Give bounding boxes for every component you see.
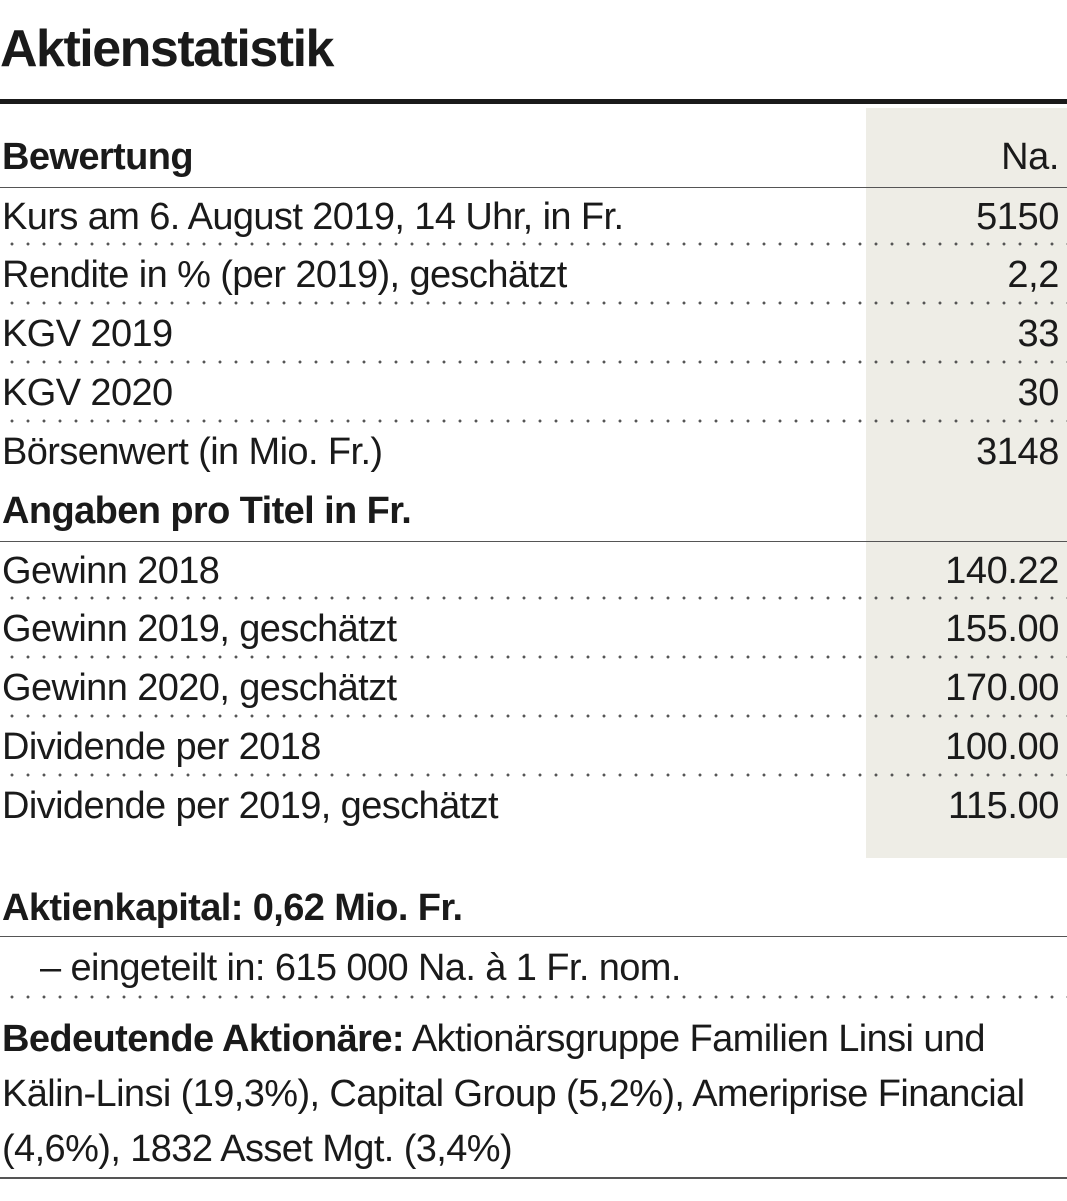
row-label: KGV 2020	[2, 372, 173, 414]
table-row: KGV 2020 30	[0, 364, 1067, 423]
row-value: 100.00	[945, 726, 1059, 768]
section-title: Bewertung	[2, 136, 194, 178]
shareholders-paragraph: Bedeutende Aktionäre: Aktionärsgruppe Fa…	[0, 1012, 1062, 1177]
row-label: Dividende per 2018	[2, 726, 321, 768]
row-label: Gewinn 2019, geschätzt	[2, 608, 397, 650]
row-label: KGV 2019	[2, 313, 173, 355]
section-title: Angaben pro Titel in Fr.	[2, 490, 412, 532]
row-label: Gewinn 2020, geschätzt	[2, 667, 397, 709]
statistics-table: Bewertung Na. Kurs am 6. August 2019, 14…	[0, 128, 1067, 836]
table-row: Gewinn 2019, geschätzt 155.00	[0, 600, 1067, 659]
title-divider	[0, 99, 1067, 104]
section-header-bewertung: Bewertung Na.	[0, 128, 1067, 187]
row-value: 170.00	[945, 667, 1059, 709]
table-row: Rendite in % (per 2019), geschätzt 2,2	[0, 246, 1067, 305]
table-row: Gewinn 2018 140.22	[0, 541, 1067, 600]
row-label: Börsenwert (in Mio. Fr.)	[2, 431, 383, 473]
row-value: 155.00	[945, 608, 1059, 650]
shareholders-text: Aktionärsgruppe Familien Linsi und Kälin…	[2, 1018, 1025, 1170]
bottom-divider	[0, 1177, 1067, 1179]
row-value: 3148	[976, 431, 1059, 473]
aktienkapital-detail: – eingeteilt in: 615 000 Na. à 1 Fr. nom…	[0, 937, 1067, 999]
row-value: 30	[1017, 372, 1060, 414]
row-label: Rendite in % (per 2019), geschätzt	[2, 254, 567, 296]
row-value: 115.00	[947, 785, 1059, 827]
page-title: Aktienstatistik	[0, 20, 334, 78]
table-row: Dividende per 2019, geschätzt 115.00	[0, 777, 1067, 836]
aktienkapital-heading: Aktienkapital: 0,62 Mio. Fr.	[0, 880, 1067, 937]
column-header: Na.	[1001, 136, 1059, 178]
table-row: Börsenwert (in Mio. Fr.) 3148	[0, 423, 1067, 482]
row-value: 5150	[976, 195, 1059, 238]
row-value: 2,2	[1007, 254, 1059, 296]
row-value: 140.22	[945, 549, 1059, 592]
row-value: 33	[1017, 313, 1060, 355]
aktienkapital-block: Aktienkapital: 0,62 Mio. Fr. – eingeteil…	[0, 880, 1067, 999]
row-label: Kurs am 6. August 2019, 14 Uhr, in Fr.	[2, 195, 624, 238]
table-row: KGV 2019 33	[0, 305, 1067, 364]
table-row: Gewinn 2020, geschätzt 170.00	[0, 659, 1067, 718]
row-label: Gewinn 2018	[2, 549, 220, 592]
shareholders-label: Bedeutende Aktionäre:	[2, 1018, 405, 1060]
table-row: Kurs am 6. August 2019, 14 Uhr, in Fr. 5…	[0, 187, 1067, 246]
table-row: Dividende per 2018 100.00	[0, 718, 1067, 777]
section-header-pro-titel: Angaben pro Titel in Fr.	[0, 482, 1067, 541]
row-label: Dividende per 2019, geschätzt	[2, 785, 499, 827]
